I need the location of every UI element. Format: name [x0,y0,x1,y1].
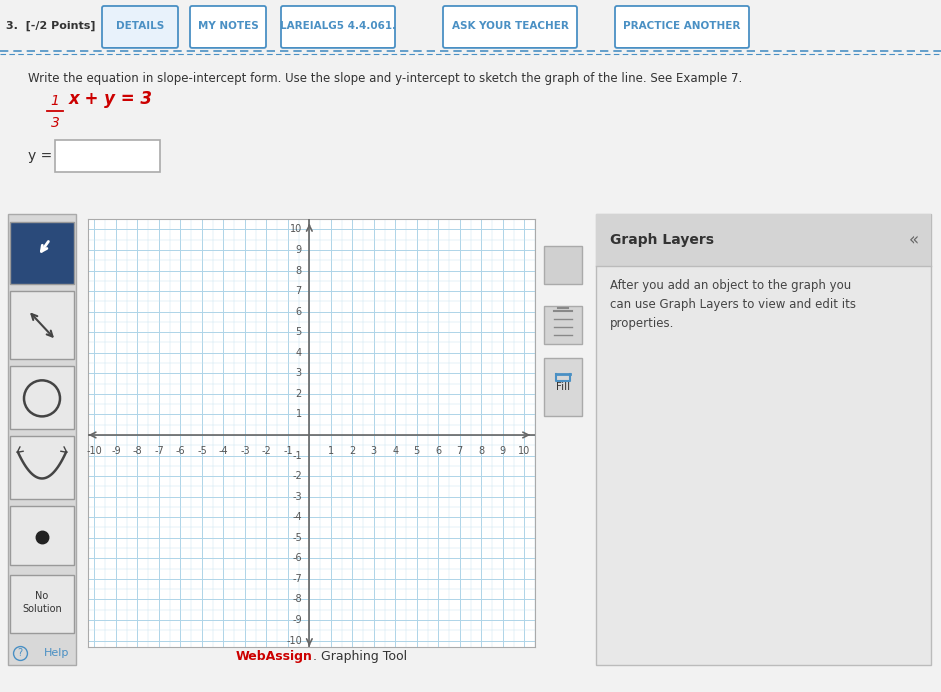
Text: 9: 9 [295,245,302,255]
Text: . Graphing Tool: . Graphing Tool [313,650,407,663]
FancyBboxPatch shape [10,507,74,565]
Text: 8: 8 [478,446,485,456]
Text: 6: 6 [436,446,441,456]
Text: 5: 5 [414,446,420,456]
Text: Graph Layers: Graph Layers [610,233,714,247]
FancyBboxPatch shape [615,6,749,48]
FancyBboxPatch shape [190,6,266,48]
Text: -8: -8 [133,446,142,456]
FancyBboxPatch shape [544,307,582,345]
FancyBboxPatch shape [544,358,582,417]
FancyBboxPatch shape [596,214,931,266]
Text: -7: -7 [292,574,302,584]
FancyBboxPatch shape [8,214,76,665]
FancyBboxPatch shape [10,437,74,500]
Text: 4: 4 [295,348,302,358]
FancyBboxPatch shape [596,214,931,665]
Text: LAREIALG5 4.4.061.: LAREIALG5 4.4.061. [279,21,396,31]
Text: «: « [909,231,919,249]
FancyBboxPatch shape [102,6,178,48]
Text: -3: -3 [240,446,249,456]
Text: 4: 4 [392,446,398,456]
Text: -4: -4 [293,512,302,522]
Text: 8: 8 [295,266,302,275]
Text: 10: 10 [518,446,531,456]
Text: -9: -9 [293,615,302,625]
Text: 1: 1 [327,446,334,456]
Text: -2: -2 [262,446,271,456]
Text: 2: 2 [295,389,302,399]
Text: 6: 6 [295,307,302,317]
Text: Help: Help [44,648,70,657]
Text: -10: -10 [286,635,302,646]
Text: 7: 7 [456,446,463,456]
FancyBboxPatch shape [281,6,395,48]
Text: DETAILS: DETAILS [116,21,164,31]
Text: 1: 1 [295,410,302,419]
Text: Write the equation in slope-intercept form. Use the slope and y-intercept to ske: Write the equation in slope-intercept fo… [28,72,742,85]
Text: ASK YOUR TEACHER: ASK YOUR TEACHER [452,21,568,31]
Text: 3: 3 [51,116,59,130]
Text: 10: 10 [290,224,302,235]
Text: WebAssign: WebAssign [236,650,313,663]
FancyBboxPatch shape [443,6,577,48]
Text: -6: -6 [176,446,185,456]
Text: 7: 7 [295,286,302,296]
Text: 3.  [-/2 Points]: 3. [-/2 Points] [6,21,95,31]
FancyBboxPatch shape [10,574,74,632]
Text: y =: y = [28,149,53,163]
FancyBboxPatch shape [544,246,582,284]
Text: Fill: Fill [556,383,570,392]
Text: x + y = 3: x + y = 3 [69,90,153,108]
Text: MY NOTES: MY NOTES [198,21,259,31]
Text: No
Solution: No Solution [23,592,62,614]
Text: 3: 3 [295,368,302,379]
Text: ?: ? [18,648,23,657]
Text: -5: -5 [197,446,207,456]
FancyBboxPatch shape [10,222,74,284]
Text: 5: 5 [295,327,302,337]
Text: -5: -5 [292,533,302,543]
Text: 3: 3 [371,446,377,456]
Text: 1: 1 [51,94,59,108]
Text: 9: 9 [500,446,506,456]
Text: PRACTICE ANOTHER: PRACTICE ANOTHER [623,21,741,31]
FancyBboxPatch shape [55,140,160,172]
Text: -7: -7 [154,446,164,456]
Text: -9: -9 [111,446,120,456]
Text: -2: -2 [292,471,302,481]
Text: After you add an object to the graph you
can use Graph Layers to view and edit i: After you add an object to the graph you… [610,280,856,330]
Text: -6: -6 [293,554,302,563]
Text: -4: -4 [218,446,229,456]
Text: 2: 2 [349,446,356,456]
Text: -8: -8 [293,594,302,604]
FancyBboxPatch shape [10,291,74,359]
Text: -3: -3 [293,491,302,502]
Text: -1: -1 [293,450,302,460]
Text: -1: -1 [283,446,293,456]
FancyBboxPatch shape [10,366,74,430]
Text: -10: -10 [87,446,103,456]
